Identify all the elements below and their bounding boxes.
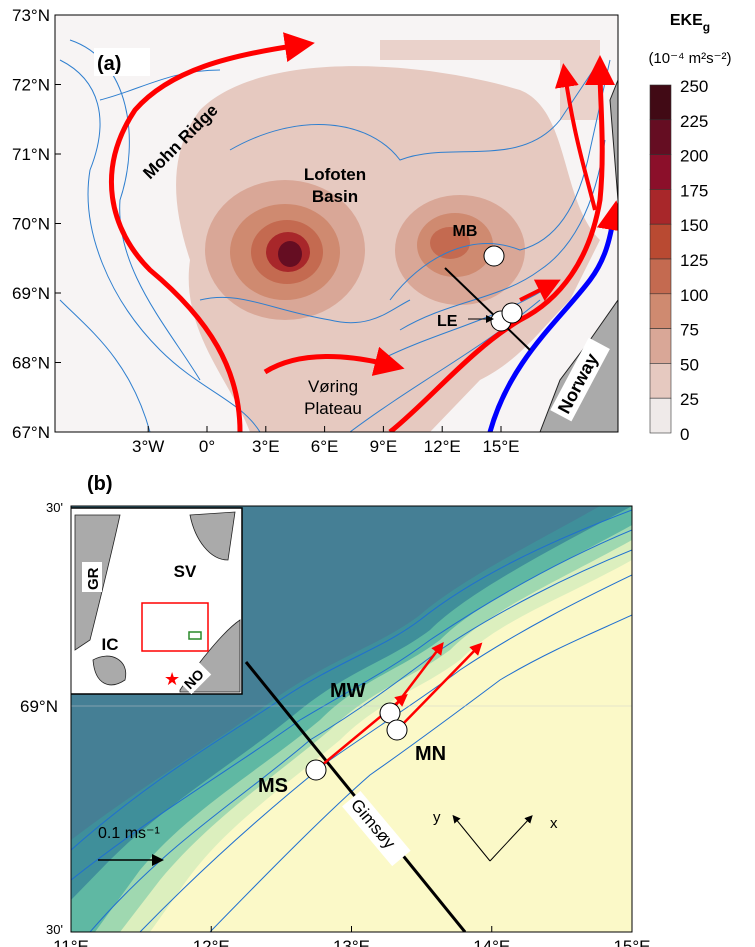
colorbar-tick-label: 225 (680, 112, 708, 131)
le-label: LE (437, 313, 458, 330)
lon-tick-label: 3°E (252, 437, 280, 456)
lat-tick-label: 67°N (12, 423, 50, 442)
colorbar: EKEg (10⁻⁴ m²s⁻²) 2502252001751501251007… (648, 12, 731, 444)
red-arrow-le (519, 279, 561, 302)
lat-tick-label: 73°N (12, 6, 50, 25)
colorbar-tick-label: 50 (680, 355, 699, 374)
colorbar-tick-label: 150 (680, 216, 708, 235)
red-arrow-slope (388, 55, 616, 432)
mn-marker (386, 719, 408, 741)
ms-marker (305, 759, 327, 781)
mb-marker (483, 245, 505, 267)
panel-a-map: (a) Mohn Ridge Lofoten Basin Vøring Plat… (55, 15, 618, 432)
current-arrows (109, 32, 618, 432)
colorbar-units: (10⁻⁴ m²s⁻²) (648, 50, 731, 67)
x-axis-label: x (550, 815, 558, 832)
label-bg (94, 48, 150, 76)
lon-tick-label: 15°E (482, 437, 519, 456)
colorbar-segment (649, 119, 672, 155)
inset-gr-label: GR (85, 567, 102, 590)
colorbar-segment (649, 154, 672, 190)
inset-study-box (141, 602, 209, 652)
colorbar-tick-label: 200 (680, 147, 708, 166)
colorbar-segment (649, 258, 672, 295)
panel-b-label: (b) (87, 473, 113, 495)
le-marker-2 (501, 302, 523, 324)
colorbar-tick-label: 175 (680, 181, 708, 200)
lon-tick-label-b: 13°E (333, 937, 370, 947)
star-icon: ★ (164, 669, 180, 689)
lat-tick-label: 71°N (12, 145, 50, 164)
lon-tick-label: 6°E (311, 437, 339, 456)
colorbar-segment (649, 397, 672, 434)
lon-tick-label: 12°E (424, 437, 461, 456)
inset-sv-label: SV (174, 562, 197, 581)
colorbar-tick-label: 100 (680, 286, 708, 305)
y-axis-arrow (452, 814, 491, 862)
colorbar-segment (649, 84, 672, 121)
colorbar-segment (649, 363, 672, 399)
panel-a-label: (a) (97, 53, 121, 75)
lon-tick-label-b: 14°E (473, 937, 510, 947)
plateau-label: Plateau (304, 399, 362, 418)
inset-ic-label: IC (102, 635, 119, 654)
lon-tick-label: 0° (199, 437, 215, 456)
inset-map: ★ SV IC GR NO (71, 507, 243, 695)
lat-label-bottom: 30' (46, 922, 63, 937)
lon-tick-label-b: 12°E (193, 937, 230, 947)
lat-tick-label: 68°N (12, 354, 50, 373)
red-arrow-mohn (109, 32, 315, 432)
colorbar-tick-label: 0 (680, 425, 689, 444)
inset-panel-b-box (188, 631, 202, 640)
panel-a-axes: 3°W 0° 3°E 6°E 9°E 12°E 15°E 73°N 72°N 71°N 70°N 69… (12, 6, 520, 456)
mw-label: MW (330, 680, 366, 702)
colorbar-segment (649, 223, 672, 260)
red-arrow-branch (554, 63, 597, 211)
red-arrow-voring (263, 346, 405, 376)
lat-tick-label: 69°N (12, 284, 50, 303)
ms-label: MS (258, 775, 288, 797)
colorbar-segment (649, 293, 672, 329)
colorbar-tick-label: 75 (680, 321, 699, 340)
section-line (444, 267, 531, 351)
blue-arrow-coastal (487, 200, 618, 432)
colorbar-segment (649, 189, 672, 225)
scale-label: 0.1 ms⁻¹ (98, 825, 160, 842)
colorbar-segment (649, 328, 672, 364)
lat-tick-label: 70°N (12, 215, 50, 234)
colorbar-tick-label: 125 (680, 251, 708, 270)
bathymetry-contours-b (71, 509, 632, 932)
basin-label: Basin (312, 187, 358, 206)
y-axis-label: y (433, 809, 441, 826)
panel-b-map: MW MN MS Gimsøy 0.1 ms⁻¹ y x ★ SV IC GR … (71, 506, 632, 932)
lat-label-top: 30' (46, 500, 63, 515)
lat-tick-label: 72°N (12, 76, 50, 95)
colorbar-tick-label: 25 (680, 390, 699, 409)
lon-tick-label-b: 15°E (613, 937, 650, 947)
lon-tick-label: 3°W (132, 437, 164, 456)
lat-label-69n: 69°N (20, 697, 58, 716)
voring-label: Vøring (308, 377, 358, 396)
colorbar-title: EKEg (670, 12, 710, 34)
colorbar-tick-label: 250 (680, 77, 708, 96)
lofoten-label: Lofoten (304, 165, 366, 184)
mb-label: MB (453, 223, 478, 240)
lon-tick-label: 9°E (370, 437, 398, 456)
x-axis-arrow (489, 815, 533, 862)
panel-b-axes: 11°E 12°E 13°E 14°E 15°E (53, 926, 651, 947)
mn-label: MN (415, 743, 446, 765)
lon-tick-label-b: 11°E (53, 937, 89, 947)
